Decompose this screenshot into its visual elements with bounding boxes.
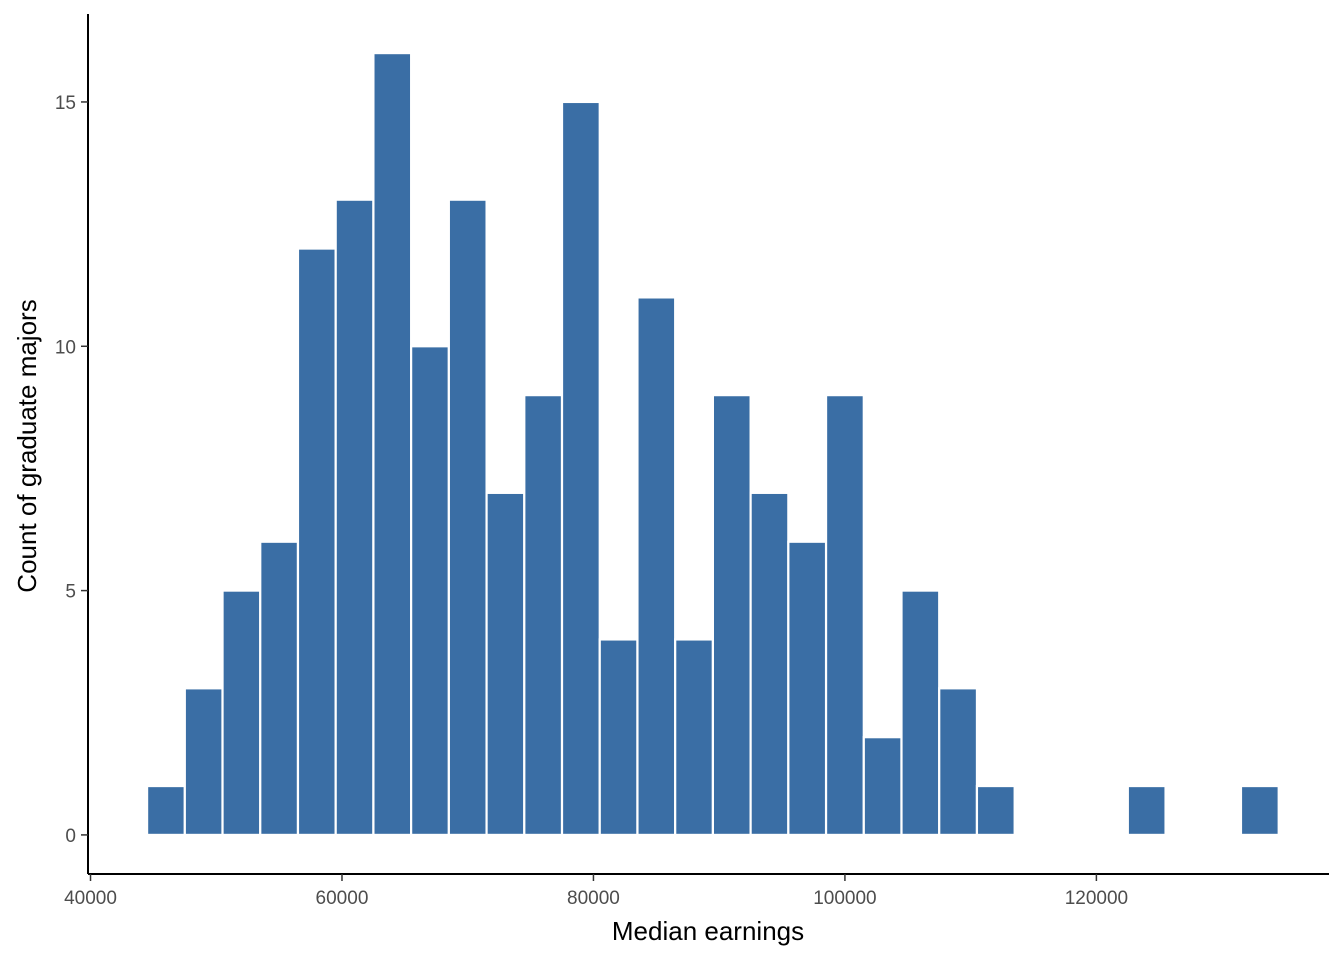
y-tick-label: 15 (55, 93, 76, 114)
histogram-bar (975, 784, 1016, 837)
histogram-bar (862, 736, 903, 837)
histogram-bar (145, 784, 186, 837)
y-tick-label: 0 (65, 826, 76, 847)
histogram-bar (824, 394, 865, 837)
histogram-bar (560, 100, 601, 837)
histogram-bar (1126, 784, 1167, 837)
histogram-bar (787, 540, 828, 837)
x-tick-label: 40000 (64, 888, 117, 909)
histogram-bar (598, 638, 639, 837)
histogram-bar (221, 589, 262, 837)
x-axis-title: Median earnings (612, 916, 804, 946)
y-axis-title: Count of graduate majors (12, 299, 42, 592)
x-tick-label: 60000 (316, 888, 369, 909)
histogram-bar (711, 394, 752, 837)
histogram-bar (296, 247, 337, 837)
histogram-bar (900, 589, 941, 837)
y-tick-label: 5 (65, 582, 76, 603)
histogram-bar (410, 345, 450, 837)
ticks-layer: 40000 60000 80000 100000 120000 0 5 10 15 (55, 93, 1128, 909)
x-tick-label: 80000 (567, 888, 620, 909)
histogram-bar (523, 394, 564, 837)
histogram-bar (749, 491, 790, 837)
bars-layer (145, 51, 1280, 837)
axes-layer (87, 14, 1329, 875)
y-tick-label: 10 (55, 337, 76, 358)
histogram-bar (636, 296, 677, 837)
histogram-bar (1239, 784, 1280, 837)
x-tick-label: 100000 (813, 888, 876, 909)
histogram-bar (372, 51, 413, 837)
histogram-bar (938, 687, 979, 837)
histogram-bar (674, 638, 715, 837)
histogram-bar (485, 491, 526, 837)
x-tick-label: 120000 (1065, 888, 1128, 909)
histogram-bar (259, 540, 300, 837)
histogram-bar (334, 198, 375, 837)
histogram-bar (447, 198, 488, 837)
histogram-bar (183, 687, 224, 837)
